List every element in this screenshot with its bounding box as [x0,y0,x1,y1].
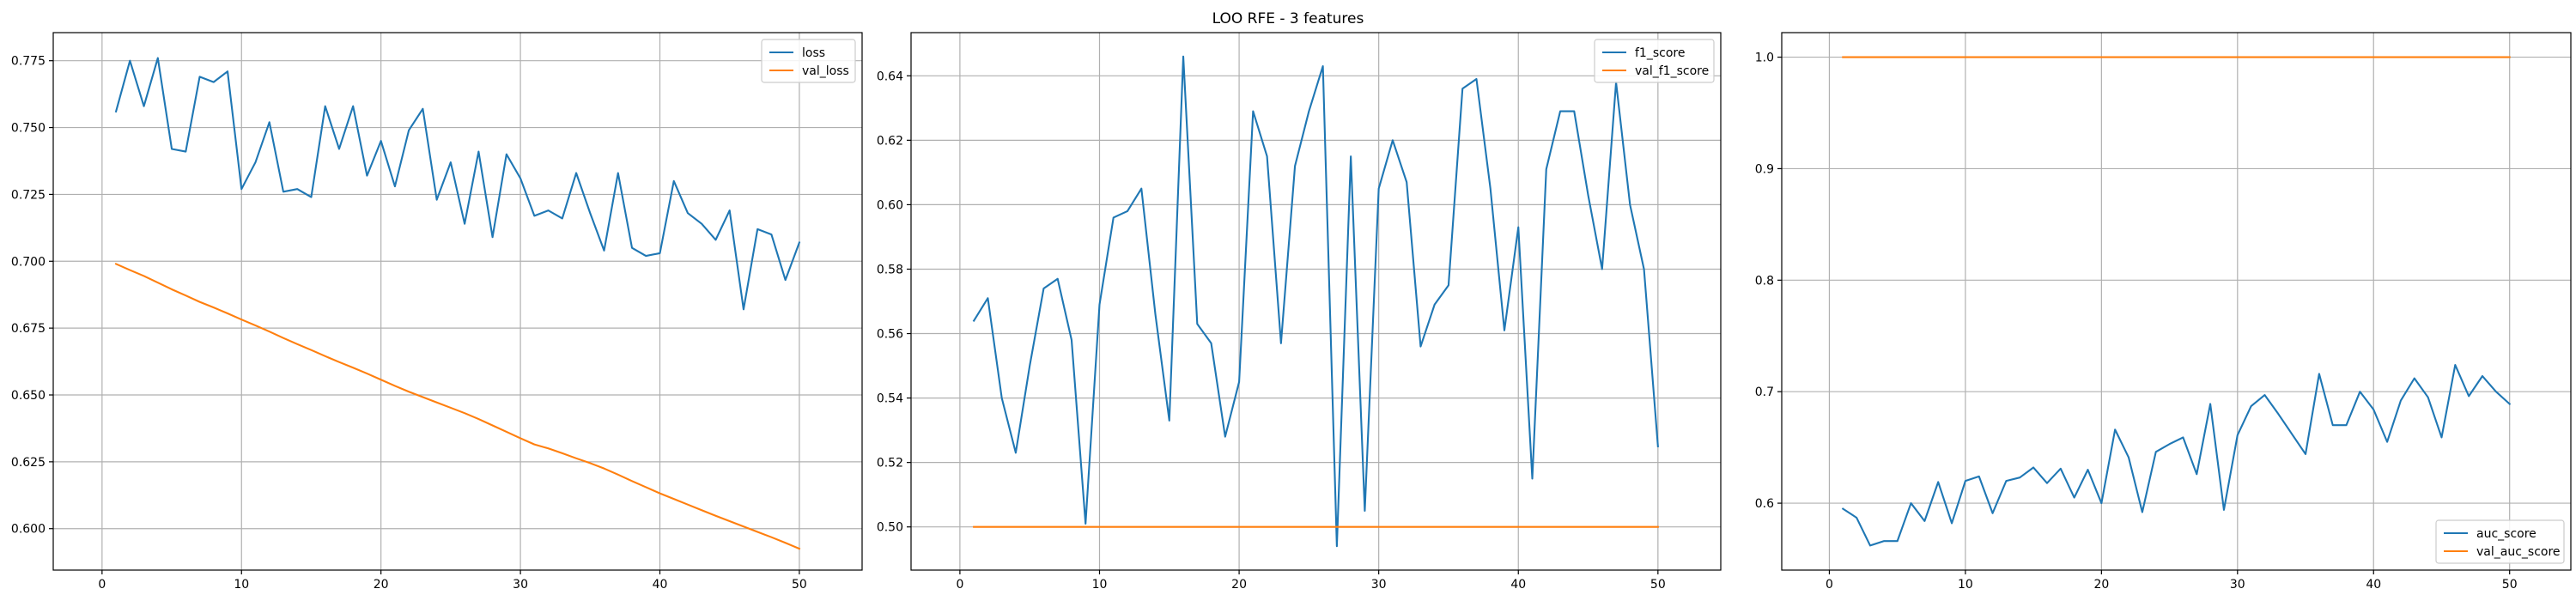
x-tick-label: 30 [513,578,528,592]
y-tick-label: 0.7 [1755,385,1774,399]
legend-label-val_loss: val_loss [802,64,849,78]
y-tick-label: 0.700 [11,255,46,269]
y-tick-label: 0.750 [11,122,46,136]
subplot-2: 0 10 20 30 40 50 0.50 0.52 0.54 0.56 0.58 0.60 0.62 0… [877,32,1722,592]
y-tick-label: 0.9 [1755,162,1774,176]
legend-label-f1_score: f1_score [1635,46,1685,60]
y-tick-label: 0.725 [11,188,46,202]
legend: loss val_loss [761,39,856,83]
x-tick-label: 30 [1371,578,1387,592]
x-tick-label: 30 [2230,578,2245,592]
y-tick-label: 0.62 [877,134,903,148]
y-tick-label: 0.54 [877,392,903,406]
x-tick-label: 50 [2502,578,2518,592]
series-line-val_loss [114,263,801,550]
axes-frame [52,32,863,571]
y-tick-label: 0.56 [877,328,903,342]
legend: auc_score val_auc_score [2435,519,2565,564]
axes-frame [910,32,1722,571]
y-tick-label: 0.58 [877,263,903,276]
x-tick-label: 50 [792,578,807,592]
subplot-3: 0 10 20 30 40 50 0.6 0.7 0.8 0.9 1.0 auc_score val_a… [1755,32,2572,592]
subplots-container: 0 10 20 30 40 500.6000.6250.6500.6750.7000.72… [11,32,2572,592]
y-tick-label: 0.60 [877,198,903,212]
y-tick-label: 0.650 [11,389,46,403]
x-tick-label: 50 [1650,578,1666,592]
legend-box [761,39,856,83]
series-line-f1_score [972,55,1659,548]
y-tick-label: 0.64 [877,70,903,83]
series-line-loss [114,57,801,311]
x-tick-label: 20 [2093,578,2109,592]
legend-label-val_auc_score: val_auc_score [2476,545,2561,559]
subplot-1: 0 10 20 30 40 50 0.600 0.625 0.650 0.675 0.700 0.72… [11,32,863,592]
y-tick-label: 0.775 [11,55,46,69]
y-tick-label: 0.600 [11,523,46,537]
x-tick-label: 20 [1231,578,1247,592]
x-tick-label: 40 [2366,578,2381,592]
x-tick-label: 0 [956,578,963,592]
x-tick-label: 40 [1510,578,1526,592]
legend-label-loss: loss [802,46,825,60]
y-tick-label: 0.625 [11,456,46,470]
legend-box [1594,39,1715,83]
x-tick-label: 10 [1092,578,1108,592]
legend: f1_score val_f1_score [1594,39,1715,83]
x-tick-label: 0 [1826,578,1833,592]
y-tick-label: 0.675 [11,322,46,336]
y-tick-label: 0.6 [1755,497,1774,511]
figure-title: LOO RFE - 3 features [1212,10,1364,27]
y-tick-label: 0.50 [877,521,903,535]
x-tick-label: 40 [653,578,668,592]
legend-box [2435,519,2565,564]
series-line-auc_score [1841,363,2512,547]
x-tick-label: 20 [374,578,389,592]
y-tick-label: 0.52 [877,457,903,470]
axes-frame [1781,32,2572,571]
x-tick-label: 10 [234,578,249,592]
legend-label-val_f1_score: val_f1_score [1635,64,1709,78]
legend-label-auc_score: auc_score [2476,527,2537,541]
x-tick-label: 10 [1958,578,1973,592]
y-tick-label: 1.0 [1755,52,1774,65]
y-tick-label: 0.8 [1755,274,1774,288]
x-tick-label: 0 [98,578,106,592]
